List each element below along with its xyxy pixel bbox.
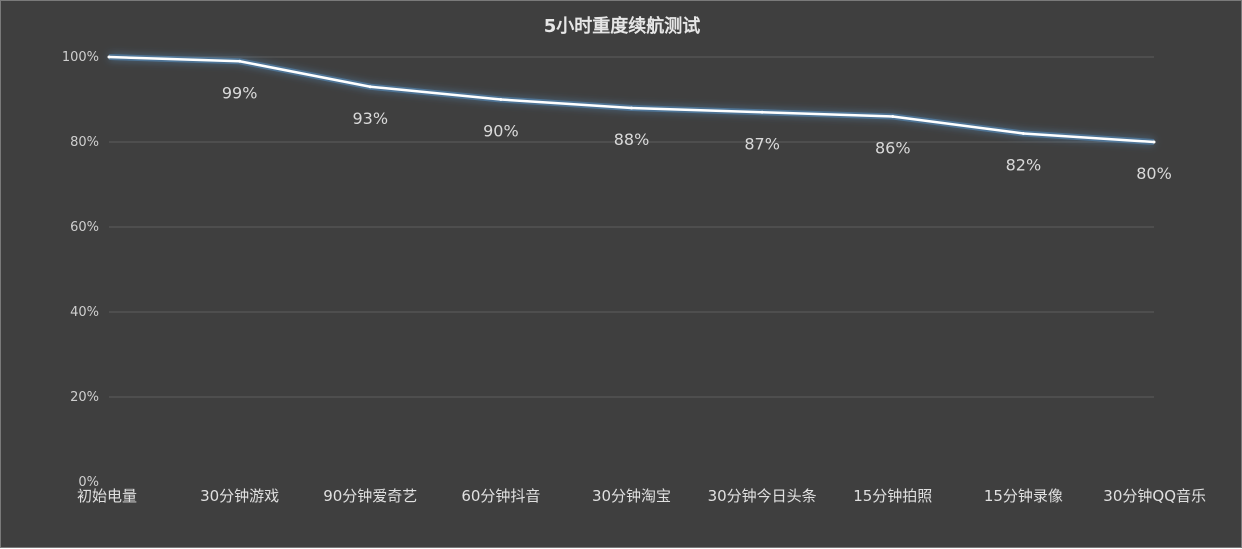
x-tick-label: 30分钟淘宝 <box>592 487 671 505</box>
x-tick-label: 初始电量 <box>77 487 137 505</box>
data-label: 86% <box>875 139 911 158</box>
data-label: 88% <box>614 130 650 149</box>
data-point <box>368 85 372 89</box>
data-label: 93% <box>352 109 388 128</box>
x-tick-label: 30分钟游戏 <box>200 487 279 505</box>
y-axis-ticks: 0% 20% 40% 60% 80% 100% <box>62 50 99 490</box>
x-tick-label: 15分钟拍照 <box>853 487 932 505</box>
data-label: 80% <box>1136 164 1172 183</box>
x-tick-label: 15分钟录像 <box>984 487 1063 505</box>
data-label: 87% <box>744 134 780 153</box>
data-point <box>107 55 111 59</box>
data-point <box>1152 140 1156 144</box>
data-label: 99% <box>222 83 258 102</box>
y-tick-label: 0% <box>78 475 99 490</box>
data-point <box>499 98 503 101</box>
data-label: 82% <box>1006 156 1042 175</box>
x-axis-ticks: 初始电量 30分钟游戏 90分钟爱奇艺 60分钟抖音 30分钟淘宝 30分钟今日头条 15分… <box>77 487 1206 505</box>
data-point <box>630 106 633 110</box>
data-point <box>891 115 895 118</box>
y-tick-label: 60% <box>70 220 99 235</box>
y-tick-label: 80% <box>70 135 99 150</box>
x-tick-label: 30分钟QQ音乐 <box>1103 487 1206 505</box>
data-point <box>1021 132 1025 135</box>
x-tick-label: 30分钟今日头条 <box>708 487 817 505</box>
series-layer <box>107 54 1156 145</box>
y-tick-label: 40% <box>70 305 99 320</box>
y-tick-label: 20% <box>70 390 99 405</box>
x-tick-label: 60分钟抖音 <box>461 487 540 505</box>
x-tick-label: 90分钟爱奇艺 <box>323 487 417 505</box>
data-point <box>760 110 764 114</box>
data-point <box>238 59 242 63</box>
data-label: 90% <box>483 122 519 141</box>
y-tick-label: 100% <box>62 50 99 65</box>
data-labels: 99% 93% 90% 88% 87% 86% 82% 80% <box>222 83 1172 183</box>
chart-title: 5小时重度续航测试 <box>544 15 701 37</box>
grid-layer <box>109 56 1154 398</box>
